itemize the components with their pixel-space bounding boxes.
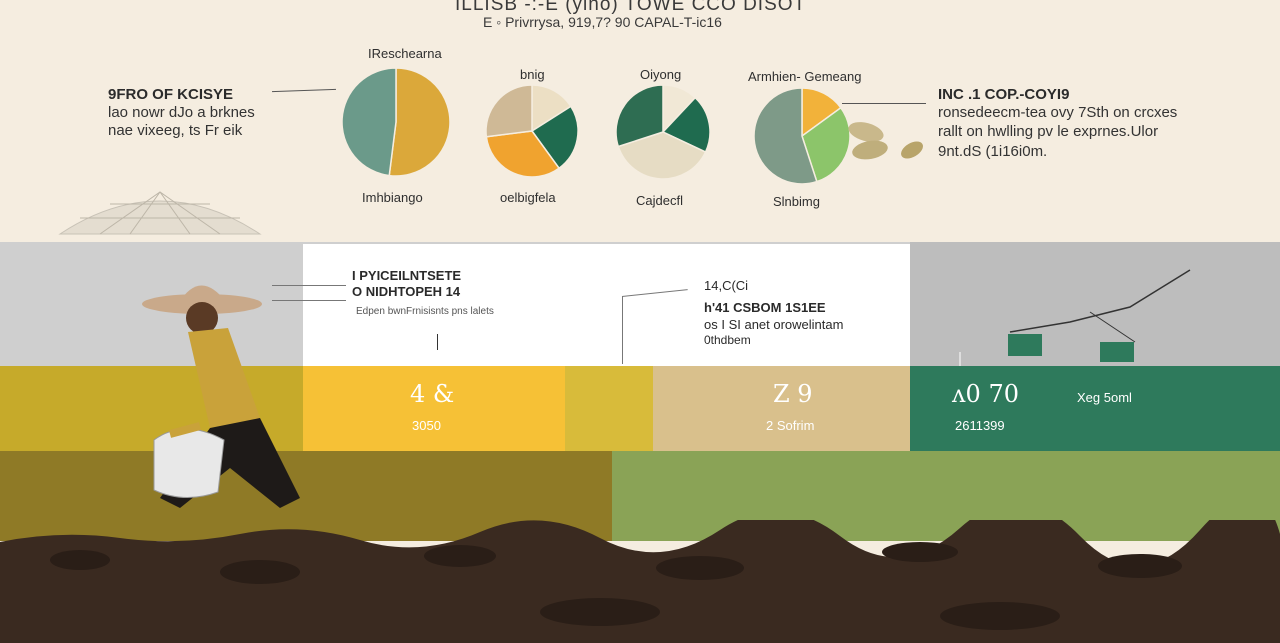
line-illustration <box>959 269 1191 366</box>
pie1-slice-2 <box>341 67 397 177</box>
stat-card-2 <box>653 366 910 451</box>
left-panel-title: 9FRO OF KCISYE <box>108 86 234 103</box>
pie2-slice-2 <box>530 105 579 170</box>
pie3-slice-3 <box>617 131 707 180</box>
gray-band-right <box>910 242 1280 366</box>
mesh-dome-illustration <box>58 191 262 235</box>
light-green-band <box>612 451 1280 541</box>
info-center-line-4: 0thdbem <box>704 333 751 347</box>
info-center-line-2: h'41 CSBOM 1S1EE <box>704 300 826 315</box>
seed-illustration <box>848 122 923 160</box>
pie-chart-1 <box>341 67 451 177</box>
stat-card-1 <box>303 366 565 451</box>
info-center-line-1: 14,C(Ci <box>704 278 749 293</box>
stat-2-value: Z 9 <box>773 380 813 408</box>
right-pointer-line <box>842 103 926 104</box>
right-panel-line-1: ronsedeecm-tea ovy 7Sth on crcxes <box>938 104 1178 121</box>
right-panel-title: INC .1 COP.-COYI9 <box>938 86 1070 103</box>
left-panel-line-2: nae vixeeg, ts Fr eik <box>108 122 243 139</box>
right-panel-line-3: 9nt.dS (1i16i0m. <box>938 143 1048 160</box>
right-panel-line-2: rallt on hwlling pv le exprnes.Ulor <box>938 123 1159 140</box>
info-tick <box>437 334 438 350</box>
pie1-slice-1 <box>388 67 451 177</box>
stat-3-value: ʌ0 70 <box>952 380 1019 408</box>
info-pointer-2 <box>272 300 346 301</box>
pie4-caption: Slnbimg <box>773 194 820 209</box>
farmer-illustration <box>142 285 300 508</box>
stat-1-value: 4 & <box>410 380 455 408</box>
pie4-title: Armhien- Gemeang <box>748 69 862 84</box>
pie-chart-4 <box>753 87 851 185</box>
info-panel <box>303 244 910 366</box>
stat-side-label: Xeg 5oml <box>1077 390 1132 405</box>
pie2-slice-1 <box>531 84 572 133</box>
band-mustard-mid <box>565 366 653 451</box>
header-title: ILLISB -:-E (yino) TOWE CCO DISOT <box>455 0 807 15</box>
stat-card-3 <box>910 366 1280 451</box>
pie2-title: bnig <box>520 67 545 82</box>
info-left-title-1: I PYICEILNTSETE <box>352 268 462 283</box>
stat-1-sub: 3050 <box>412 418 441 433</box>
left-panel-line-1: lao nowr dJo a brknes <box>108 104 255 121</box>
stat-2-sub: 2 Sofrim <box>766 418 815 433</box>
info-center-pointer <box>622 296 623 364</box>
info-left-title-2: O NIDHTOPEH 14 <box>352 284 461 299</box>
pie1-title: IReschearna <box>368 46 442 61</box>
pie1-caption: Imhbiango <box>362 190 423 205</box>
pie4-slice-2 <box>801 106 851 183</box>
header-subtitle: E ◦ Privrrysa, 919,7? 90 CAPAL-T-ic16 <box>483 14 722 30</box>
pie2-caption: oelbigfela <box>500 190 556 205</box>
pie2-slice-3 <box>485 130 561 178</box>
pie4-slice-3 <box>753 87 818 185</box>
info-left-sub: Edpen bwnFrnisisnts pns lalets <box>356 306 494 317</box>
info-center-line-3: os I SI anet orowelintam <box>704 317 844 332</box>
pie3-caption: Cajdecfl <box>636 193 683 208</box>
pie3-slice-2 <box>661 96 711 154</box>
stat-3-sub: 2611399 <box>955 418 1005 433</box>
pie2-slice-4 <box>485 84 533 138</box>
pie3-title: Oiyong <box>640 67 682 82</box>
soil-ground <box>0 520 1280 643</box>
pie3-slice-4 <box>615 84 664 148</box>
info-pointer-1 <box>272 285 346 286</box>
pie-chart-3 <box>615 84 711 180</box>
pie-chart-2 <box>485 84 579 178</box>
